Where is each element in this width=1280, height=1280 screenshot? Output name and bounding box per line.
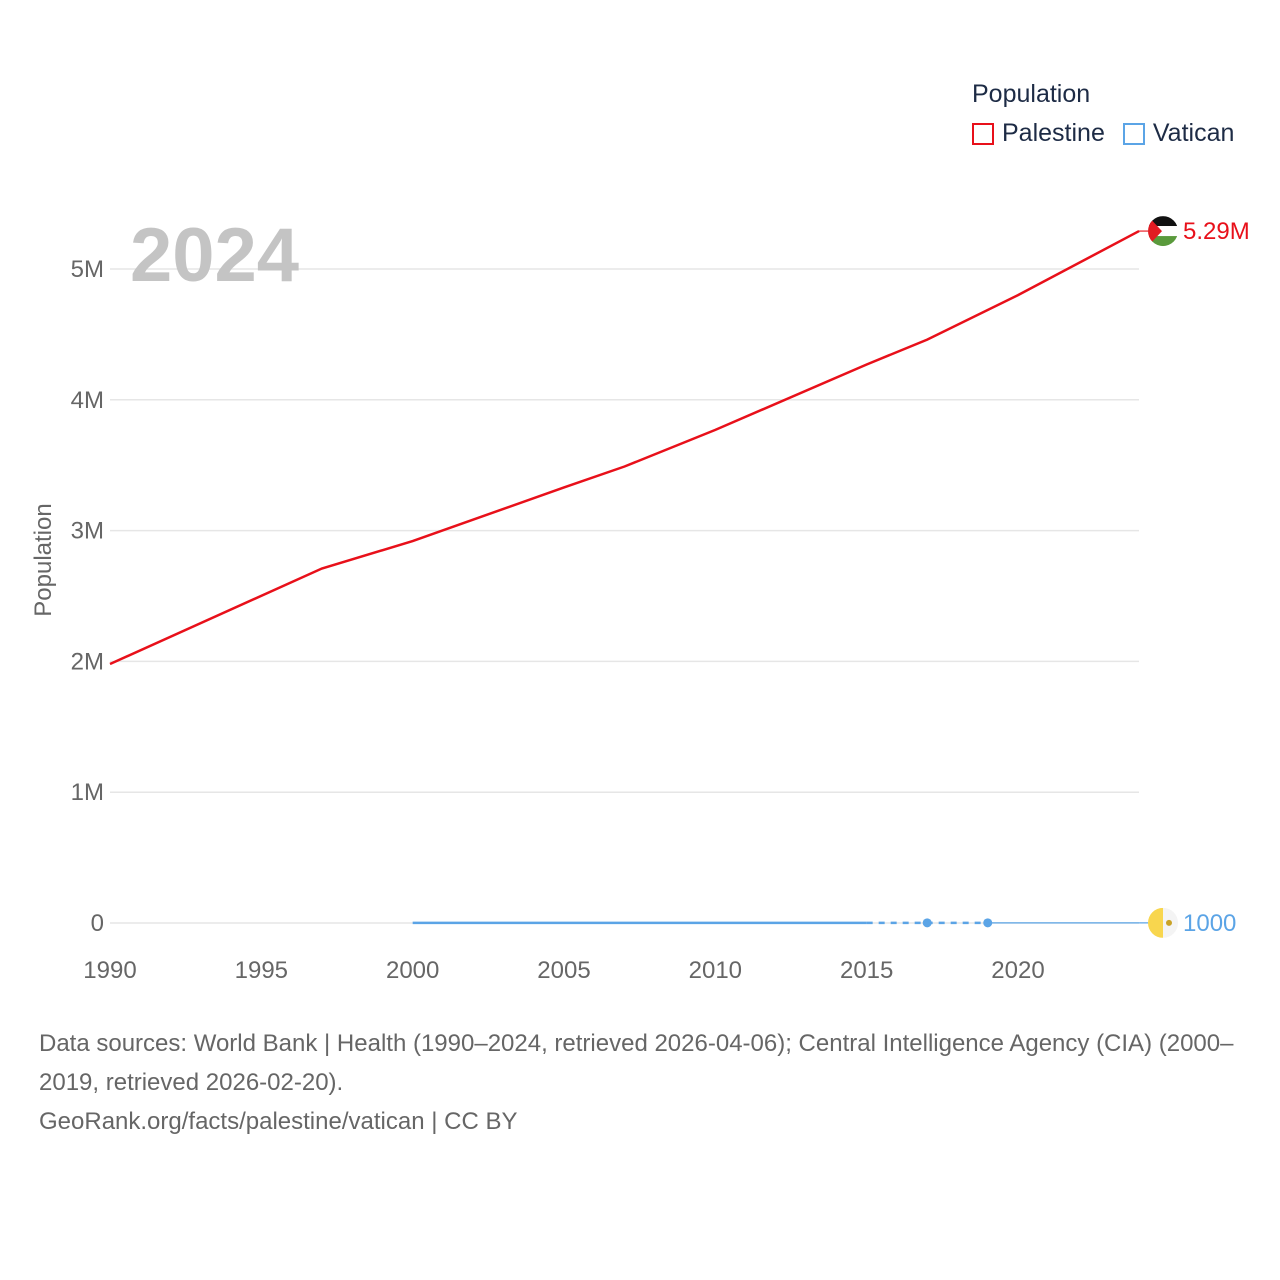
series-line-palestine — [109, 229, 1140, 666]
data-point-vatican — [983, 918, 993, 928]
y-tick-label: 2M — [71, 648, 104, 675]
end-value-label-vatican: 1000 — [1183, 910, 1236, 937]
data-sources: Data sources: World Bank | Health (1990–… — [39, 1030, 1234, 1096]
legend-label-palestine: Palestine — [1002, 119, 1105, 147]
y-axis-ticks: 0 1M 2M 3M 4M 5M — [71, 256, 104, 937]
attribution-link[interactable]: GeoRank.org/facts/palestine/vatican | CC… — [39, 1108, 518, 1135]
legend-swatch-palestine — [972, 122, 994, 145]
series-layer — [109, 229, 1140, 928]
x-tick-label: 2005 — [537, 957, 590, 984]
legend-item-vatican[interactable]: Vatican — [1122, 119, 1235, 148]
legend-label-vatican: Vatican — [1152, 119, 1235, 147]
legend-item-palestine[interactable]: Palestine — [972, 119, 1105, 148]
gridlines — [110, 268, 1139, 924]
x-tick-label: 2000 — [386, 957, 439, 984]
y-tick-label: 5M — [71, 256, 104, 283]
x-tick-label: 2015 — [840, 957, 893, 984]
vatican-flag — [1148, 907, 1178, 938]
end-labels: 5.29M 1000 — [1139, 216, 1250, 938]
legend: Population Palestine Vatican — [972, 80, 1252, 148]
x-tick-label: 2020 — [991, 957, 1044, 984]
x-tick-label: 1990 — [83, 957, 136, 984]
x-tick-label: 2010 — [689, 957, 742, 984]
legend-title: Population — [972, 80, 1091, 108]
x-tick-label: 1995 — [235, 957, 288, 984]
y-tick-label: 0 — [91, 910, 104, 937]
y-axis-title: Population — [30, 503, 57, 616]
legend-swatch-vatican — [1122, 122, 1145, 145]
y-tick-label: 4M — [71, 387, 104, 414]
palestine-flag — [1148, 216, 1178, 247]
x-axis-ticks: 1990 1995 2000 2005 2010 2015 2020 — [83, 957, 1044, 984]
year-watermark: 2024 — [130, 213, 299, 298]
y-tick-label: 1M — [71, 779, 104, 806]
y-tick-label: 3M — [71, 518, 104, 545]
data-point-vatican — [922, 918, 932, 928]
footer: Data sources: World Bank | Health (1990–… — [39, 1024, 1249, 1141]
end-value-label-palestine: 5.29M — [1183, 218, 1250, 245]
